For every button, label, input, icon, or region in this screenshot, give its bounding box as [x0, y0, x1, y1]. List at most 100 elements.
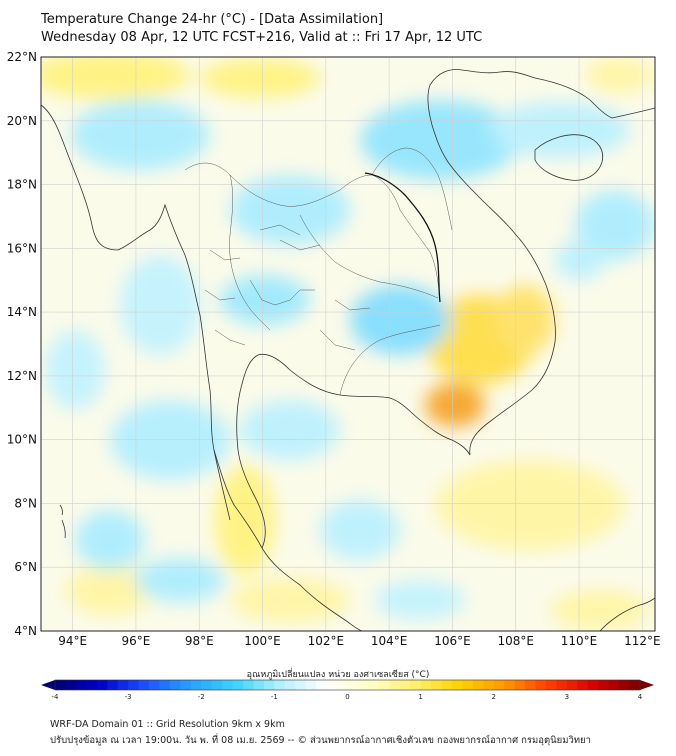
colorbar-segment — [295, 680, 307, 690]
colorbar-segment — [326, 680, 338, 690]
colorbar-segment — [608, 680, 620, 690]
colorbar-tick-label: 2 — [492, 693, 496, 701]
colorbar-segment — [472, 680, 484, 690]
colorbar-segment — [128, 680, 140, 690]
borders — [184, 147, 453, 396]
colorbar-segment — [190, 680, 202, 690]
colorbar-segment — [211, 680, 223, 690]
colorbar-segment — [169, 680, 181, 690]
colorbar-segment — [149, 680, 160, 690]
footer-credit: ปรับปรุงข้อมูล ณ เวลา 19:00น. วัน พ. ที่… — [50, 735, 591, 746]
colorbar-max-arrow — [640, 680, 654, 690]
colorbar-segment — [545, 680, 557, 690]
colorbar-title: อุณหภูมิเปลี่ยนแปลง หน่วย องศาเซลเซียส (… — [246, 670, 430, 680]
latitude-label: 22°N — [7, 50, 37, 64]
colorbar-tick-label: 1 — [418, 693, 422, 701]
colorbar-segment — [378, 680, 390, 690]
colorbar-tick-label: -2 — [198, 693, 205, 701]
latitude-label: 20°N — [7, 114, 37, 128]
colorbar-segment — [274, 680, 286, 690]
colorbar — [41, 679, 654, 691]
colorbar-segment — [535, 680, 547, 690]
colorbar-tick-labels: -4 -3 -2 -1 0 1 2 3 4 — [52, 693, 643, 701]
longitude-labels: 94°E 96°E 98°E 100°E 102°E 104°E 106°E 108°E 110… — [58, 634, 660, 648]
colorbar-segment — [201, 680, 213, 690]
colorbar-segment — [493, 680, 505, 690]
colorbar-segment — [138, 680, 150, 690]
colorbar-tick-label: -4 — [52, 693, 60, 701]
colorbar-segment — [619, 680, 631, 690]
colorbar-segment — [337, 680, 348, 690]
footer-model-info: WRF-DA Domain 01 :: Grid Resolution 9km … — [50, 719, 285, 730]
colorbar-segment — [284, 680, 296, 690]
colorbar-segment — [75, 680, 87, 690]
colorbar-min-arrow — [41, 680, 55, 690]
colorbar-segment — [441, 680, 453, 690]
colorbar-segment — [55, 680, 66, 690]
colorbar-segment — [222, 680, 234, 690]
colorbar-segment — [556, 680, 568, 690]
colorbar-segment — [483, 680, 495, 690]
colorbar-segment — [65, 680, 77, 690]
longitude-label: 104°E — [371, 634, 408, 648]
colorbar-segment — [399, 680, 411, 690]
colorbar-segment — [253, 680, 265, 690]
colorbar-tick-label: 3 — [565, 693, 569, 701]
colorbar-segment — [316, 680, 328, 690]
colorbar-segment — [629, 680, 641, 690]
colorbar-segment — [451, 680, 463, 690]
longitude-label: 98°E — [185, 634, 214, 648]
colorbar-segment — [566, 680, 578, 690]
latitude-label: 8°N — [14, 496, 37, 510]
coastlines — [41, 69, 655, 631]
map-frame — [40, 56, 656, 632]
colorbar-segment — [431, 680, 443, 690]
longitude-label: 100°E — [244, 634, 281, 648]
longitude-label: 106°E — [434, 634, 471, 648]
colorbar-segment — [587, 680, 599, 690]
latitude-label: 18°N — [7, 178, 37, 192]
colorbar-segment — [107, 680, 119, 690]
colorbar-tick-label: 0 — [345, 693, 349, 701]
longitude-label: 108°E — [497, 634, 534, 648]
colorbar-segment — [159, 680, 171, 690]
graticule — [41, 57, 655, 631]
colorbar-segment — [368, 680, 380, 690]
colorbar-segment — [347, 680, 359, 690]
colorbar-tick-label: -3 — [125, 693, 132, 701]
longitude-label: 102°E — [308, 634, 345, 648]
map-subtitle: Wednesday 08 Apr, 12 UTC FCST+216, Valid… — [41, 30, 483, 45]
colorbar-segment — [577, 680, 589, 690]
colorbar-segment — [514, 680, 526, 690]
latitude-label: 6°N — [14, 560, 37, 574]
latitude-label: 16°N — [7, 241, 37, 255]
longitude-label: 94°E — [58, 634, 87, 648]
longitude-label: 110°E — [561, 634, 598, 648]
map-title: Temperature Change 24-hr (°C) - [Data As… — [41, 12, 384, 27]
temperature-field — [41, 57, 655, 631]
latitude-label: 12°N — [7, 369, 37, 383]
colorbar-segment — [86, 680, 98, 690]
colorbar-segment — [462, 680, 474, 690]
colorbar-segment — [263, 680, 275, 690]
colorbar-segment — [525, 680, 537, 690]
colorbar-tick-label: 4 — [638, 693, 643, 701]
latitude-label: 10°N — [7, 433, 37, 447]
longitude-label: 112°E — [624, 634, 661, 648]
colorbar-segment — [420, 680, 432, 690]
longitude-label: 96°E — [122, 634, 151, 648]
colorbar-segment — [96, 680, 108, 690]
latitude-label: 14°N — [7, 305, 37, 319]
colorbar-segment — [410, 680, 422, 690]
colorbar-segment — [305, 680, 317, 690]
colorbar-segment — [357, 680, 369, 690]
colorbar-segment — [232, 680, 244, 690]
latitude-labels: 22°N 20°N 18°N 16°N 14°N 12°N 10°N 8°N 6°N 4°N — [7, 50, 37, 638]
colorbar-segment — [389, 680, 401, 690]
colorbar-segment — [504, 680, 516, 690]
latitude-label: 4°N — [14, 624, 37, 638]
colorbar-segment — [243, 680, 254, 690]
colorbar-segment — [117, 680, 129, 690]
colorbar-segment — [180, 680, 192, 690]
